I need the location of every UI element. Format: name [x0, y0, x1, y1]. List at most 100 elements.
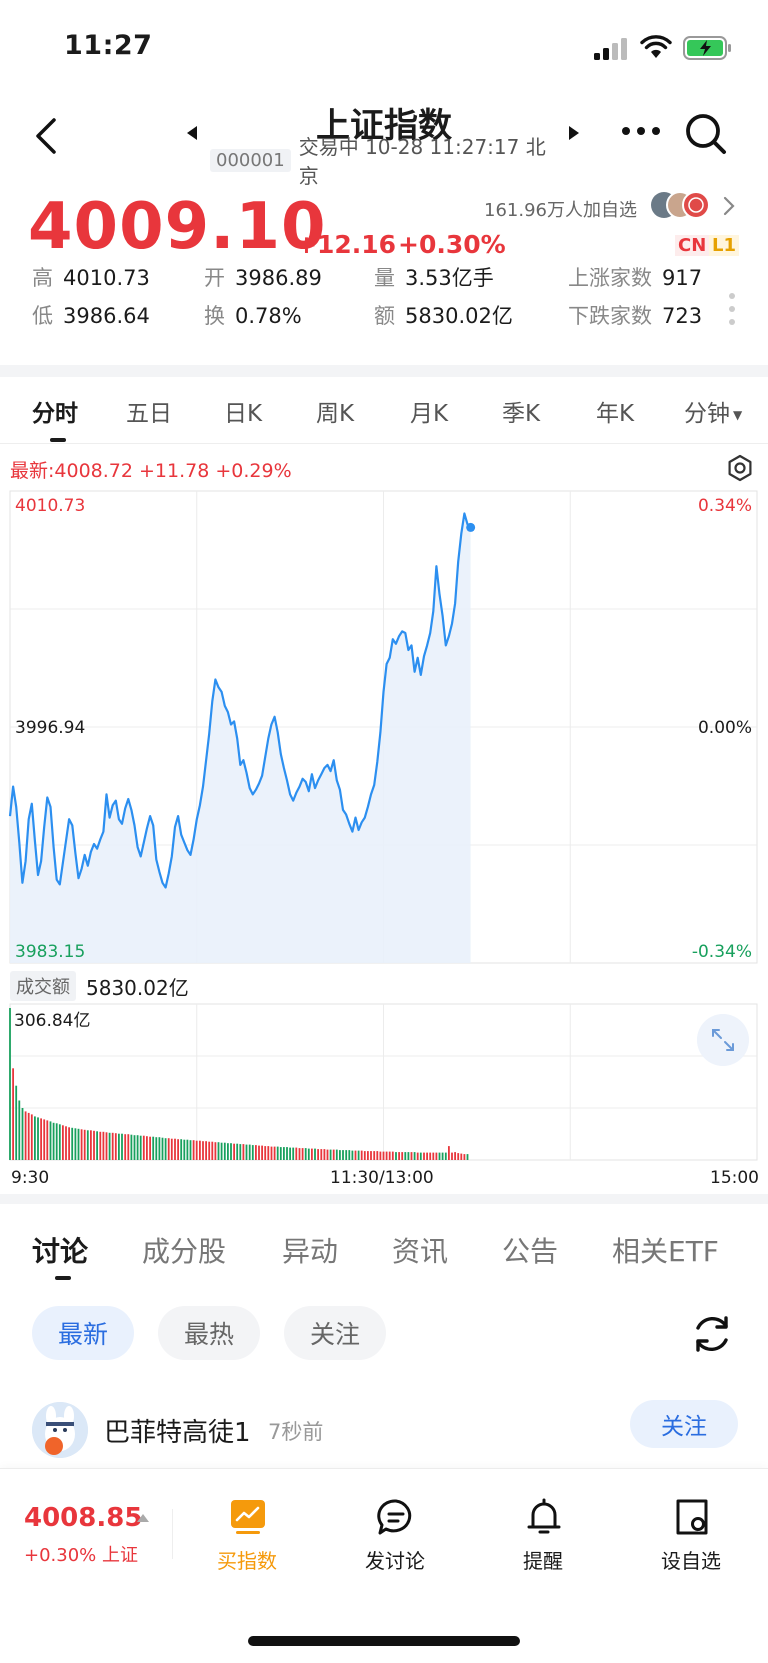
buy-index-button[interactable]: 买指数 — [192, 1497, 302, 1577]
intraday-price-chart[interactable]: 4010.73 3996.94 3983.15 0.34% 0.00% -0.34% — [0, 490, 768, 975]
tab-movements[interactable]: 异动 — [282, 1235, 339, 1268]
tab-news[interactable]: 资讯 — [392, 1235, 449, 1268]
stat-label: 量 — [374, 266, 395, 290]
volume-bar — [46, 1120, 49, 1160]
next-stock-icon[interactable] — [566, 124, 582, 142]
volume-bar — [202, 1141, 204, 1160]
volume-bar — [205, 1141, 207, 1160]
volume-bar — [223, 1142, 226, 1160]
stat-value: 0.78% — [235, 304, 302, 328]
watchers-count[interactable]: 161.96万人加自选 — [484, 200, 637, 221]
volume-bar — [339, 1150, 341, 1160]
tab-yearly-k[interactable]: 年K — [596, 401, 635, 427]
back-icon[interactable] — [30, 114, 64, 158]
prev-stock-icon[interactable] — [184, 124, 200, 142]
stat-label: 上涨家数 — [568, 266, 652, 290]
volume-bar — [345, 1150, 348, 1160]
trading-status: 交易中 10-28 11:27:17 北京 — [298, 135, 546, 188]
tab-discussion[interactable]: 讨论 — [32, 1235, 89, 1268]
stat-open: 开 3986.89 — [204, 262, 322, 292]
volume-bar — [463, 1154, 466, 1160]
volume-bar — [438, 1152, 441, 1160]
volume-bar — [307, 1148, 310, 1160]
volume-bar — [360, 1150, 363, 1160]
volume-bar — [180, 1139, 183, 1160]
volume-bar — [192, 1140, 195, 1160]
tab-related-etf[interactable]: 相关ETF — [612, 1235, 719, 1268]
tab-announcements[interactable]: 公告 — [502, 1235, 559, 1268]
chart-settings-icon[interactable] — [726, 454, 754, 482]
stat-label: 下跌家数 — [568, 304, 652, 328]
alert-button[interactable]: 提醒 — [488, 1497, 598, 1577]
volume-bar — [304, 1148, 307, 1160]
filter-hot[interactable]: 最热 — [158, 1306, 260, 1360]
home-indicator — [248, 1636, 520, 1646]
watchers-avatar-stack[interactable] — [650, 190, 714, 220]
volume-bar — [189, 1140, 192, 1160]
volume-bar — [124, 1134, 127, 1160]
section-divider — [0, 365, 768, 377]
volume-bar-chart[interactable]: 306.84亿 — [0, 1002, 768, 1167]
volume-bar — [448, 1146, 450, 1160]
volume-bar — [27, 1112, 30, 1160]
search-icon[interactable] — [684, 112, 728, 156]
comment-icon — [377, 1499, 412, 1535]
volume-bar — [395, 1152, 397, 1160]
time-tick-end: 15:00 — [710, 1168, 759, 1188]
volume-bar — [108, 1132, 111, 1160]
volume-bar — [186, 1139, 189, 1160]
tab-intraday[interactable]: 分时 — [32, 401, 78, 427]
volume-bar — [419, 1152, 422, 1160]
status-time: 11:27 — [64, 30, 153, 61]
volume-bar — [410, 1152, 413, 1160]
volume-bar — [96, 1131, 98, 1160]
cellular-signal-icon — [594, 38, 627, 60]
tab-minute-label: 分钟 — [684, 401, 730, 427]
filter-latest[interactable]: 最新 — [32, 1306, 134, 1360]
discussion-post[interactable]: 巴菲特高徒1 7秒前 关注 — [0, 1392, 768, 1472]
battery-charging-icon — [683, 36, 731, 60]
volume-bar — [335, 1149, 338, 1160]
vertical-more-icon[interactable] — [728, 292, 736, 326]
volume-bar — [12, 1068, 14, 1160]
tab-daily-k[interactable]: 日K — [224, 401, 263, 427]
volume-bar — [158, 1137, 161, 1160]
volume-bar — [58, 1124, 61, 1160]
tab-weekly-k[interactable]: 周K — [316, 401, 355, 427]
volume-bar — [30, 1114, 33, 1160]
volume-bar — [432, 1152, 435, 1160]
volume-bar — [301, 1148, 304, 1160]
volume-bar — [49, 1121, 52, 1160]
price-change: +12.16 — [296, 230, 397, 259]
price-line — [8, 512, 472, 889]
expand-chart-icon[interactable] — [697, 1014, 749, 1066]
chevron-right-icon[interactable] — [722, 196, 736, 216]
post-username[interactable]: 巴菲特高徒1 — [104, 1418, 251, 1448]
more-icon[interactable] — [620, 124, 662, 138]
follow-button[interactable]: 关注 — [630, 1400, 738, 1448]
tab-constituents[interactable]: 成分股 — [142, 1235, 227, 1268]
volume-bar — [385, 1151, 388, 1160]
volume-bar — [320, 1149, 323, 1160]
tab-quarterly-k[interactable]: 季K — [502, 401, 541, 427]
volume-bar — [21, 1108, 24, 1160]
add-watchlist-button[interactable]: 设自选 — [636, 1497, 746, 1577]
volume-bar — [177, 1139, 179, 1160]
volume-bar — [90, 1130, 92, 1160]
filter-following[interactable]: 关注 — [284, 1306, 386, 1360]
volume-bar — [457, 1153, 460, 1160]
volume-bar — [83, 1129, 86, 1160]
avatar[interactable] — [32, 1402, 88, 1458]
refresh-icon[interactable] — [690, 1312, 734, 1356]
tab-monthly-k[interactable]: 月K — [410, 401, 449, 427]
volume-bar — [161, 1137, 164, 1160]
post-discussion-button[interactable]: 发讨论 — [340, 1497, 450, 1577]
volume-bar — [255, 1145, 257, 1160]
volume-bar — [77, 1128, 80, 1160]
tab-five-day[interactable]: 五日 — [126, 401, 172, 427]
y-pct-label: 0.00% — [698, 718, 752, 738]
volume-bar — [111, 1132, 114, 1160]
volume-bar — [258, 1145, 260, 1160]
tab-minute[interactable]: 分钟 ▼ — [684, 394, 742, 428]
stat-value: 3986.64 — [63, 304, 150, 328]
